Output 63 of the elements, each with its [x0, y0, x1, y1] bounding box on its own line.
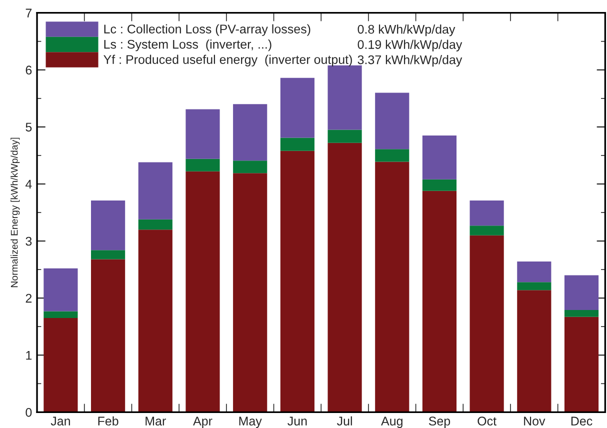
bar	[44, 311, 78, 318]
bar	[328, 130, 362, 143]
annotation: 3.37 kWh/kWp/day	[358, 55, 462, 67]
bar	[375, 149, 410, 162]
bar	[422, 135, 457, 180]
bar	[91, 259, 126, 412]
bar	[517, 290, 552, 412]
bar	[422, 179, 457, 191]
bar	[233, 160, 268, 174]
x-tick-label: Jan	[50, 416, 70, 426]
bar	[91, 250, 126, 260]
bar	[564, 310, 599, 317]
bar	[138, 162, 172, 220]
bar	[517, 282, 552, 290]
bar	[375, 92, 410, 150]
x-tick-label: Oct	[478, 416, 496, 426]
legend-label: Lc : Collection Loss (PV-array losses)	[104, 24, 310, 36]
x-tick-label: Feb	[98, 416, 118, 426]
bar	[470, 226, 504, 236]
x-tick-label: May	[239, 416, 262, 428]
bar	[233, 173, 268, 412]
legend-label: Ls : System Loss (inverter, ...)	[104, 40, 272, 52]
bar	[280, 78, 314, 138]
bar	[91, 200, 126, 250]
y-axis-title: Normalized Energy [kWh/kWp/day]	[10, 138, 20, 288]
y-tick-label: 2	[26, 294, 32, 303]
bar	[44, 318, 78, 412]
x-tick-label: Mar	[146, 416, 166, 426]
bar	[233, 104, 268, 161]
bar	[470, 235, 504, 412]
y-tick-label: 1	[26, 351, 32, 360]
annotation: 0.19 kWh/kWp/day	[358, 40, 462, 52]
y-tick-label: 4	[26, 180, 32, 189]
bar	[564, 316, 599, 412]
x-tick-label: Aug	[381, 416, 402, 428]
bar	[375, 162, 410, 412]
x-tick-label: Dec	[571, 416, 592, 426]
bar	[422, 190, 457, 412]
y-tick-label: 5	[26, 122, 32, 132]
x-tick-label: Jun	[288, 416, 307, 426]
x-tick-label: Sep	[428, 416, 450, 428]
bar	[186, 158, 220, 172]
y-tick-label: 7	[26, 8, 32, 18]
x-tick-label: Jul	[336, 416, 352, 426]
bar	[280, 150, 314, 412]
x-tick-label: Nov	[524, 416, 546, 426]
legend-label: Yf : Produced useful energy (inverter output)	[104, 54, 352, 66]
bar	[186, 109, 220, 159]
bar	[564, 275, 599, 310]
bar	[470, 200, 504, 226]
y-tick-label: 3	[26, 236, 32, 246]
x-tick-label: Apr	[193, 416, 212, 428]
bar	[44, 268, 78, 312]
bar	[138, 230, 172, 412]
bar	[517, 262, 552, 282]
bar	[280, 138, 314, 151]
y-tick-label: 6	[26, 66, 32, 75]
annotation: 0.8 kWh/kWp/day	[358, 24, 456, 36]
bar	[138, 219, 172, 230]
bar	[186, 171, 220, 412]
bar	[328, 65, 362, 130]
y-tick-label: 0	[26, 408, 32, 417]
bar	[328, 142, 362, 412]
